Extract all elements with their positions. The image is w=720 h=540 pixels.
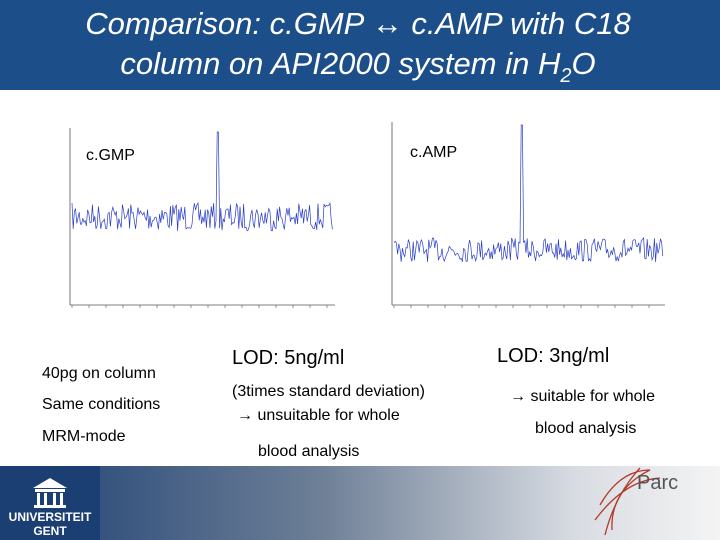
lod: LOD: 5ng/ml xyxy=(232,347,344,369)
title-subscript: 2 xyxy=(559,65,571,87)
title-line: column on API2000 system in H2O xyxy=(120,46,595,87)
title-bar xyxy=(0,0,720,90)
logo-building xyxy=(33,478,67,508)
university-name: UNIVERSITEIT xyxy=(9,510,92,524)
chromatogram: c.AMP xyxy=(391,122,665,308)
trace xyxy=(393,124,664,263)
title-text: column on API2000 system in H xyxy=(120,46,561,81)
footer xyxy=(0,466,720,540)
note: → suitable for whole xyxy=(510,388,655,405)
title-line: Comparison: c.GMP ↔ c.AMP with C18 xyxy=(85,6,631,41)
note: → unsuitable for whole xyxy=(237,407,400,424)
note: blood analysis xyxy=(535,420,636,437)
parc-logo xyxy=(594,467,661,536)
trace xyxy=(71,131,333,232)
chart-label: c.GMP xyxy=(86,147,135,164)
chart-label: c.AMP xyxy=(410,144,457,161)
note: MRM-mode xyxy=(42,428,126,445)
note: Same conditions xyxy=(42,396,160,413)
parc-name: Parc xyxy=(637,472,678,494)
note: blood analysis xyxy=(258,443,359,460)
note: 40pg on column xyxy=(42,365,156,382)
chart-frame xyxy=(48,125,338,325)
university-name: GENT xyxy=(33,524,67,538)
lod: LOD: 3ng/ml xyxy=(497,345,609,367)
note: (3times standard deviation) xyxy=(232,383,425,400)
chromatogram: c.GMP xyxy=(48,125,338,325)
title-text: O xyxy=(571,46,595,81)
